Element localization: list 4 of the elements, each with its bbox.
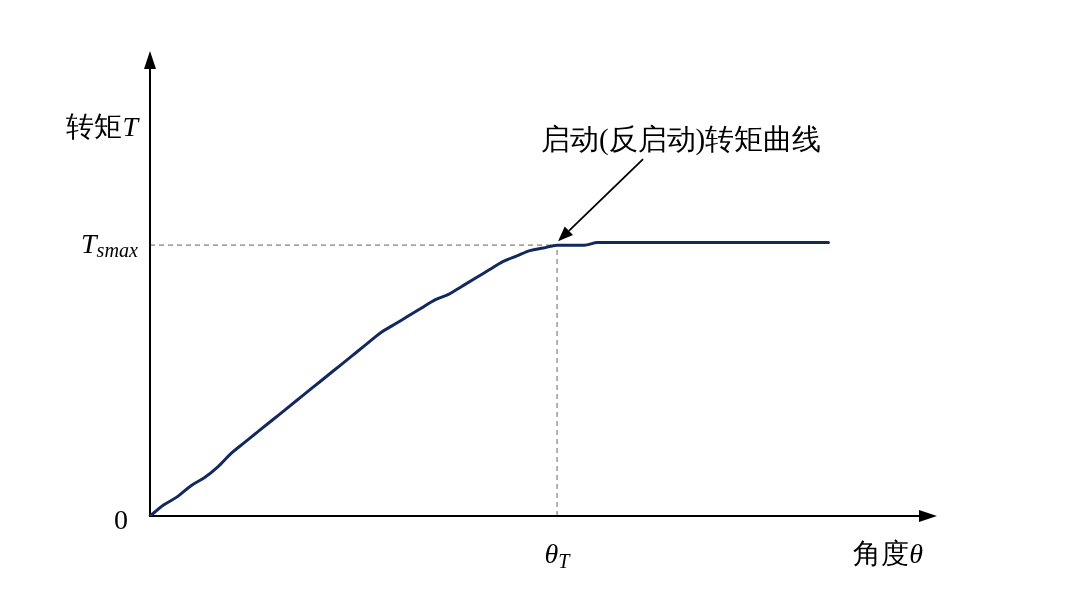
x-axis-title: 角度θ <box>853 538 924 570</box>
text: 0 <box>114 504 128 536</box>
text: 启动(反启动)转矩曲线 <box>540 122 822 156</box>
y-axis-title: 转矩T <box>66 111 141 143</box>
